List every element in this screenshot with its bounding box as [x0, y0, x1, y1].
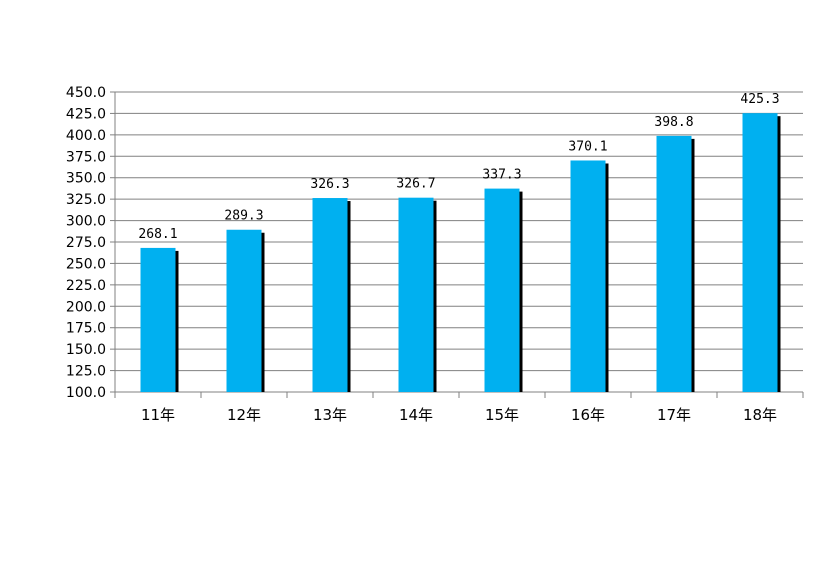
x-tick-label: 13年	[313, 406, 347, 424]
bar	[570, 160, 606, 392]
bar	[398, 197, 434, 392]
y-tick-label: 250.0	[66, 256, 106, 272]
bar	[226, 229, 262, 392]
x-tick-label: 12年	[227, 406, 261, 424]
y-tick-label: 325.0	[66, 192, 106, 208]
y-tick-label: 350.0	[66, 171, 106, 187]
x-tick-label: 11年	[141, 406, 175, 424]
y-tick-label: 175.0	[66, 321, 106, 337]
data-label: 337.3	[482, 168, 521, 183]
data-label: 326.3	[310, 177, 349, 192]
bar	[656, 135, 692, 392]
y-tick-label: 100.0	[66, 385, 106, 401]
y-tick-label: 375.0	[66, 149, 106, 165]
x-tick-label: 18年	[743, 406, 777, 424]
y-tick-label: 400.0	[66, 128, 106, 144]
x-axis: 11年 12年 13年 14年 15年 16年 17年 18年	[114, 391, 804, 424]
data-label: 425.3	[740, 92, 779, 107]
data-label: 289.3	[224, 209, 263, 224]
x-tick-label: 16年	[571, 406, 605, 424]
x-tick-label: 15年	[485, 406, 519, 424]
y-tick-label: 125.0	[66, 364, 106, 380]
y-tick-label: 450.0	[66, 85, 106, 101]
bars	[140, 113, 781, 393]
bar	[742, 113, 778, 393]
gridlines	[115, 91, 803, 393]
data-label: 326.7	[396, 177, 435, 192]
x-tick-label: 17年	[657, 406, 691, 424]
y-tick-label: 200.0	[66, 299, 106, 315]
data-label: 268.1	[138, 227, 177, 242]
y-tick-label: 275.0	[66, 235, 106, 251]
data-labels: 268.1 289.3 326.3 326.7 337.3 370.1 398.8 425.3	[138, 92, 779, 242]
y-tick-label: 300.0	[66, 214, 106, 230]
data-label: 398.8	[654, 115, 693, 130]
bar	[312, 198, 348, 392]
data-label: 370.1	[568, 139, 607, 154]
y-tick-label: 150.0	[66, 342, 106, 358]
x-tick-label: 14年	[399, 406, 433, 424]
bar	[484, 188, 520, 392]
y-tick-label: 225.0	[66, 278, 106, 294]
bar	[140, 247, 176, 392]
y-axis: 100.0 125.0 150.0 175.0 200.0 225.0 250.0 275.0…	[66, 85, 116, 401]
y-tick-label: 425.0	[66, 106, 106, 122]
